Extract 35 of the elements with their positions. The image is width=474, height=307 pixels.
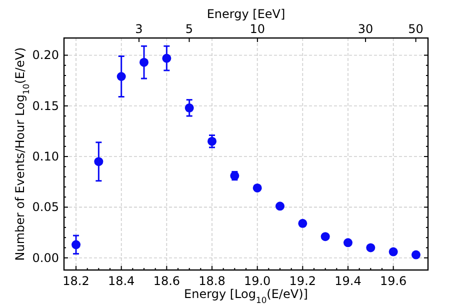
x-tick-label: 19.4 <box>334 274 362 288</box>
x-tick-label: 18.2 <box>62 274 90 288</box>
x2-tick-label: 30 <box>358 22 374 36</box>
point <box>184 103 194 112</box>
x-axis-title: Energy [Log$_{10}$(E/eV)] <box>184 287 308 305</box>
point <box>208 136 216 146</box>
y-tick-label: 0.10 <box>32 150 59 164</box>
point <box>298 218 308 228</box>
x-tick-label: 18.8 <box>198 274 226 288</box>
x2-tick-label: 10 <box>250 22 266 36</box>
y-tick-label: 0.00 <box>32 250 59 265</box>
y-tick-label: 0.05 <box>32 200 59 214</box>
point <box>140 58 149 67</box>
x2-axis-title: Energy [EeV] <box>206 7 286 21</box>
point <box>252 183 262 192</box>
x-tick-label: 18.4 <box>108 274 135 288</box>
point <box>366 243 376 252</box>
x2-tick-label: 50 <box>408 22 424 36</box>
point <box>116 72 126 81</box>
point <box>320 232 330 242</box>
x2-tick-label: 3 <box>135 22 143 36</box>
y-tick-label: 0.15 <box>32 98 59 113</box>
x-tick-label: 19.2 <box>289 274 316 288</box>
point <box>343 238 352 248</box>
point <box>162 54 172 63</box>
x-tick-label: 18.6 <box>153 274 180 288</box>
point <box>411 250 420 260</box>
point <box>388 247 398 256</box>
point <box>72 240 81 250</box>
x2-tick-label: 5 <box>185 22 194 36</box>
point <box>94 157 104 166</box>
x-tick-label: 19.6 <box>380 274 407 288</box>
point <box>275 202 284 211</box>
y-tick-label: 0.20 <box>32 48 59 62</box>
x-tick-label: 19.0 <box>244 274 271 288</box>
